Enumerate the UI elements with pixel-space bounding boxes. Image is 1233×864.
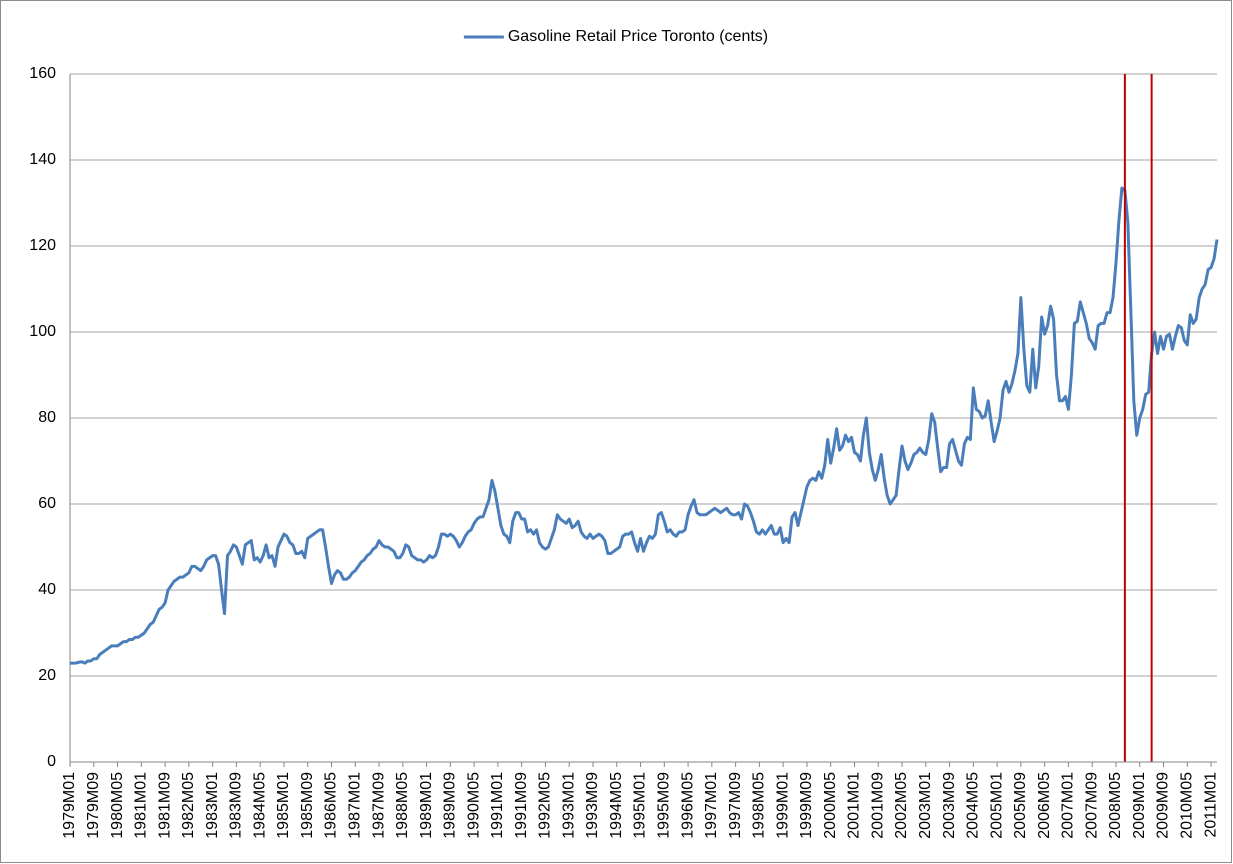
x-tick-label: 2010M05 [1179,772,1196,839]
x-tick-label: 2002M05 [893,772,910,839]
x-tick-label: 1992M05 [537,772,554,839]
x-tick-label: 1989M09 [442,772,459,839]
x-tick-label: 1995M01 [632,772,649,839]
x-tick-label: 1983M09 [228,772,245,839]
x-tick-label: 1998M05 [751,772,768,839]
y-tick-label: 0 [47,753,56,770]
y-tick-label: 120 [29,237,56,254]
x-tick-label: 1993M01 [560,772,577,839]
y-tick-label: 80 [38,409,56,426]
x-tick-label: 1999M01 [774,772,791,839]
x-tick-label: 1986M05 [323,772,340,839]
x-tick-label: 1981M09 [156,772,173,839]
x-tick-label: 2006M05 [1036,772,1053,839]
x-tick-label: 1982M05 [180,772,197,839]
x-tick-label: 2009M01 [1131,772,1148,839]
x-tick-label: 1979M09 [85,772,102,839]
x-tick-label: 1997M09 [727,772,744,839]
x-tick-label: 1993M09 [584,772,601,839]
x-tick-label: 1995M09 [656,772,673,839]
x-tick-label: 1988M05 [394,772,411,839]
x-tick-label: 1979M01 [61,772,78,839]
x-tick-label: 1996M05 [679,772,696,839]
y-tick-label: 40 [38,581,56,598]
x-tick-label: 1985M09 [299,772,316,839]
x-tick-label: 2004M05 [965,772,982,839]
x-tick-label: 1987M01 [346,772,363,839]
y-tick-label: 100 [29,323,56,340]
x-tick-label: 2007M01 [1060,772,1077,839]
x-tick-label: 1983M01 [204,772,221,839]
x-tick-label: 1980M05 [109,772,126,839]
x-tick-label: 1991M01 [489,772,506,839]
x-tick-label: 2001M09 [869,772,886,839]
x-tick-label: 2003M09 [941,772,958,839]
y-tick-label: 60 [38,495,56,512]
series-line [70,186,1219,665]
y-tick-label: 140 [29,151,56,168]
x-tick-label: 1987M09 [370,772,387,839]
x-tick-label: 1991M09 [513,772,530,839]
x-tick-label: 2001M01 [846,772,863,839]
y-tick-label: 160 [29,65,56,82]
x-tick-label: 1997M01 [703,772,720,839]
y-tick-label: 20 [38,667,56,684]
x-tick-label: 2005M01 [988,772,1005,839]
x-tick-label: 2009M09 [1155,772,1172,839]
x-tick-label: 2003M01 [917,772,934,839]
x-tick-label: 1999M09 [798,772,815,839]
x-tick-label: 2007M09 [1083,772,1100,839]
x-tick-label: 2008M05 [1107,772,1124,839]
legend-label: Gasoline Retail Price Toronto (cents) [508,28,768,45]
x-tick-label: 2005M09 [1012,772,1029,839]
x-tick-label: 1981M01 [133,772,150,839]
x-tick-label: 1994M05 [608,772,625,839]
x-tick-label: 1985M01 [275,772,292,839]
x-tick-label: 1990M05 [465,772,482,839]
x-tick-label: 2011M01 [1202,772,1219,838]
x-tick-label: 1984M05 [251,772,268,839]
x-tick-label: 1989M01 [418,772,435,839]
x-tick-label: 2000M05 [822,772,839,839]
